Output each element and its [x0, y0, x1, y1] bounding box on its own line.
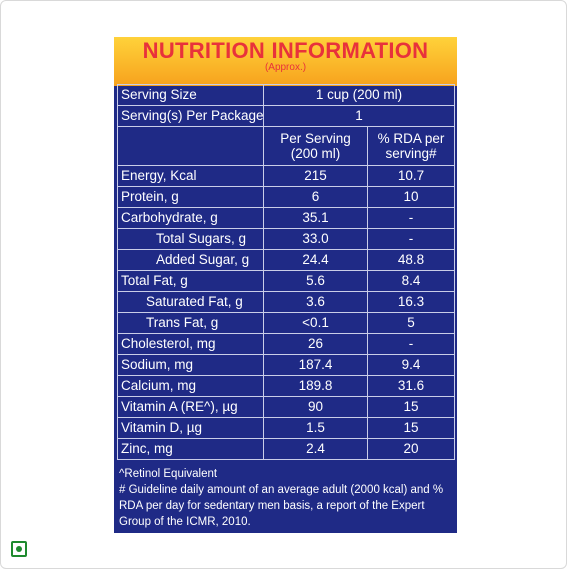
per-serving-value: 90 [263, 396, 368, 418]
per-serving-value: 35.1 [263, 207, 368, 229]
rda-value: - [366, 207, 456, 229]
per-serving-value: 189.8 [263, 375, 368, 397]
nutrient-name: Total Fat, g [117, 270, 264, 292]
rda-value: 5 [366, 312, 456, 334]
table-row: Total Sugars, g 33.0 - [117, 228, 456, 250]
footnotes: ^Retinol Equivalent # Guideline daily am… [119, 466, 454, 530]
per-serving-value: 6 [263, 186, 368, 208]
label-header: NUTRITION INFORMATION (Approx.) [114, 37, 457, 86]
nutrient-name: Protein, g [117, 186, 264, 208]
rda-value: 15 [366, 396, 456, 418]
rda-value: 16.3 [366, 291, 456, 313]
column-header-row: Per Serving (200 ml) % RDA per serving# [117, 126, 456, 166]
label-subtitle: (Approx.) [264, 62, 307, 73]
per-serving-value: 187.4 [263, 354, 368, 376]
rda-value: 48.8 [366, 249, 456, 271]
veg-mark-icon [11, 541, 27, 557]
guideline-note: # Guideline daily amount of an average a… [119, 484, 444, 528]
nutrient-name: Saturated Fat, g [117, 291, 264, 313]
label-title: NUTRITION INFORMATION [142, 38, 429, 63]
table-row: Vitamin D, µg 1.5 15 [117, 417, 456, 439]
nutrient-name: Vitamin D, µg [117, 417, 264, 439]
table-row: Energy, Kcal 215 10.7 [117, 165, 456, 187]
table-row: Added Sugar, g 24.4 48.8 [117, 249, 456, 271]
table-row: Trans Fat, g <0.1 5 [117, 312, 456, 334]
nutrient-name: Zinc, mg [117, 438, 264, 460]
nutrient-name: Cholesterol, mg [117, 333, 264, 355]
table-row: Carbohydrate, g 35.1 - [117, 207, 456, 229]
table-row: Cholesterol, mg 26 - [117, 333, 456, 355]
rda-value: - [366, 228, 456, 250]
column-header-per-serving: Per Serving (200 ml) [263, 126, 368, 166]
servings-per-package-row: Serving(s) Per Package 1 [117, 105, 456, 127]
nutrient-name: Sodium, mg [117, 354, 264, 376]
table-row: Saturated Fat, g 3.6 16.3 [117, 291, 456, 313]
per-serving-value: 26 [263, 333, 368, 355]
per-serving-value: 2.4 [263, 438, 368, 460]
serving-size-label: Serving Size [117, 84, 264, 106]
retinol-note: ^Retinol Equivalent [119, 468, 218, 480]
nutrient-name: Added Sugar, g [117, 249, 264, 271]
nutrient-name: Carbohydrate, g [117, 207, 264, 229]
rda-value: 31.6 [366, 375, 456, 397]
serving-size-value: 1 cup (200 ml) [262, 84, 456, 106]
per-serving-value: 33.0 [263, 228, 368, 250]
nutrition-label: NUTRITION INFORMATION (Approx.) Serving … [114, 37, 457, 533]
table-row: Total Fat, g 5.6 8.4 [117, 270, 456, 292]
rda-value: 8.4 [366, 270, 456, 292]
serving-size-row: Serving Size 1 cup (200 ml) [117, 84, 456, 106]
servings-per-package-value: 1 [262, 105, 456, 127]
per-serving-value: 215 [263, 165, 368, 187]
table-row: Zinc, mg 2.4 20 [117, 438, 456, 460]
rda-value: 9.4 [366, 354, 456, 376]
nutrient-name: Total Sugars, g [117, 228, 264, 250]
per-serving-value: 1.5 [263, 417, 368, 439]
rda-value: - [366, 333, 456, 355]
table-row: Vitamin A (RE^), µg 90 15 [117, 396, 456, 418]
rda-value: 10.7 [366, 165, 456, 187]
table-row: Calcium, mg 189.8 31.6 [117, 375, 456, 397]
table-row: Sodium, mg 187.4 9.4 [117, 354, 456, 376]
rda-value: 15 [366, 417, 456, 439]
per-serving-value: 3.6 [263, 291, 368, 313]
servings-per-package-label: Serving(s) Per Package [117, 105, 264, 127]
nutrient-name: Trans Fat, g [117, 312, 264, 334]
nutrient-name: Energy, Kcal [117, 165, 264, 187]
column-header-blank [117, 126, 264, 166]
column-header-rda: % RDA per serving# [366, 126, 456, 166]
per-serving-value: 5.6 [263, 270, 368, 292]
rda-value: 20 [366, 438, 456, 460]
per-serving-value: 24.4 [263, 249, 368, 271]
nutrition-table: Serving Size 1 cup (200 ml) Serving(s) P… [117, 84, 456, 460]
table-row: Protein, g 6 10 [117, 186, 456, 208]
rda-value: 10 [366, 186, 456, 208]
nutrient-name: Calcium, mg [117, 375, 264, 397]
veg-dot [16, 546, 22, 552]
nutrient-name: Vitamin A (RE^), µg [117, 396, 264, 418]
per-serving-value: <0.1 [263, 312, 368, 334]
